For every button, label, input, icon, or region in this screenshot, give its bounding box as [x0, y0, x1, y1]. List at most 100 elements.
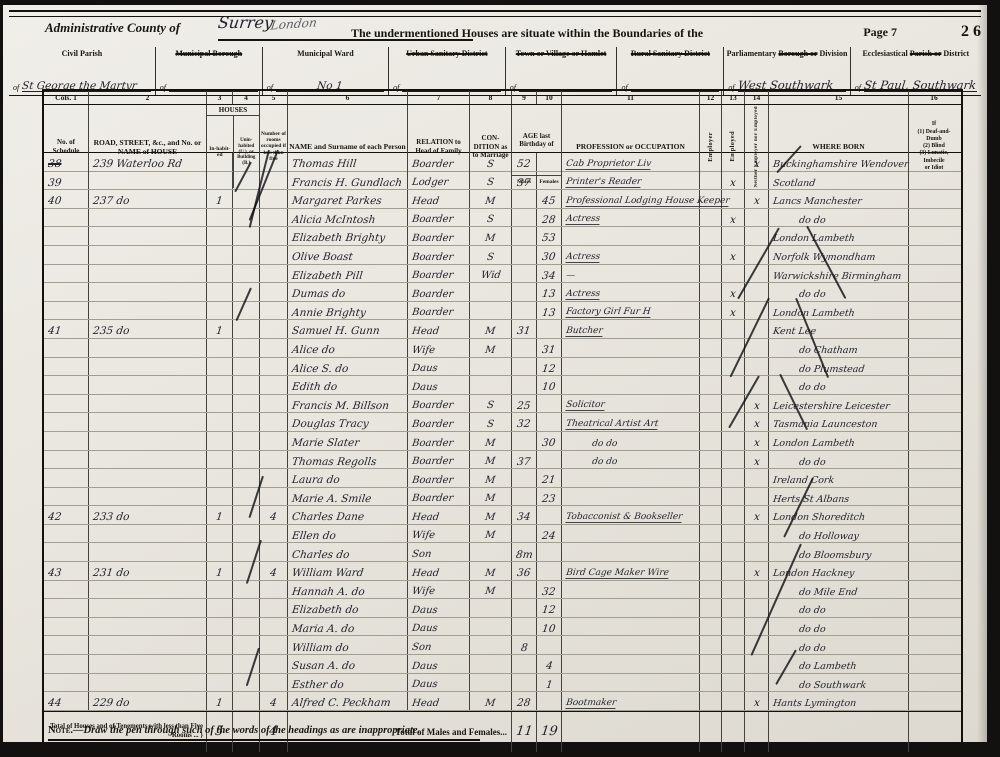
table-row: Thomas Regolls Boarder M 37 do do x do d… — [44, 450, 961, 470]
cell-inhabited — [207, 171, 233, 190]
cell-condition: S — [470, 413, 512, 431]
cell-inhabited — [207, 655, 233, 673]
cell-employer — [700, 487, 722, 506]
cell-occupation — [562, 599, 700, 617]
cell-name: Charles do — [288, 543, 408, 562]
cell-condition: Wid — [470, 264, 512, 283]
cell-employed — [722, 599, 745, 617]
cell-condition: M — [470, 506, 512, 524]
cell-infirmity — [909, 692, 959, 710]
cell-age-male — [512, 580, 537, 599]
cell-uninhabited — [233, 357, 260, 376]
cell-condition: M — [470, 692, 512, 710]
cell-born: London Lambeth — [769, 227, 909, 245]
cell-rooms: 4 — [260, 692, 288, 710]
cell-age-female — [537, 171, 562, 190]
cell-uninhabited — [233, 506, 260, 524]
cell-schedule — [44, 450, 89, 469]
cell-born: do do — [769, 208, 909, 227]
cell-employed — [722, 338, 745, 357]
cell-condition: M — [470, 562, 512, 580]
cell-condition — [470, 636, 512, 655]
box-urban-sanitary: Urban Sanitary District of — [388, 47, 505, 95]
header-females: Females — [539, 179, 559, 186]
cell-employed — [722, 580, 745, 599]
header-neither: Neither Employer nor Employed — [745, 105, 769, 189]
top-rule — [9, 10, 981, 17]
header-occupation: PROFESSION or OCCUPATION — [562, 105, 700, 189]
cell-occupation: — — [562, 264, 700, 283]
cell-schedule — [44, 357, 89, 376]
cell-uninhabited — [233, 245, 260, 264]
table-row: Ellen do Wife M 24 do Holloway — [44, 524, 961, 544]
cell-road — [89, 301, 207, 320]
folio-number: 26 — [961, 23, 985, 40]
cell-name: Annie Brighty — [288, 301, 408, 320]
cell-uninhabited — [233, 208, 260, 227]
cell-employed — [722, 413, 745, 431]
cell-age-female: 10 — [537, 376, 562, 394]
cell-road — [89, 469, 207, 487]
cell-condition — [470, 357, 512, 376]
cell-road — [89, 413, 207, 431]
cell-relation: Head — [408, 506, 470, 524]
cell-inhabited — [207, 357, 233, 376]
cell-employer — [700, 543, 722, 562]
box-ecclesiastical: Ecclesiastical Parish or District of St … — [849, 47, 981, 95]
cell-rooms — [260, 190, 288, 208]
cell-infirmity — [909, 320, 959, 338]
cell-relation: Lodger — [408, 171, 470, 190]
cell-relation: Boarder — [408, 394, 470, 413]
cell-schedule: 41 — [44, 320, 89, 338]
cell-relation: Boarder — [408, 413, 470, 431]
cell-age-female: 21 — [537, 469, 562, 487]
cell-rooms — [260, 487, 288, 506]
cell-age-male: 34 — [512, 506, 537, 524]
cell-name: Thomas Regolls — [288, 450, 408, 469]
cell-rooms — [260, 413, 288, 431]
cell-occupation — [562, 673, 700, 692]
cell-rooms — [260, 524, 288, 543]
cell-occupation — [562, 469, 700, 487]
cell-infirmity — [909, 506, 959, 524]
box-municipal-ward: Municipal Ward of No 1 — [261, 47, 388, 95]
cell-neither — [745, 469, 769, 487]
header-infirm: If (1) Deaf-and-Dumb (2) Blind (3) Lunat… — [917, 121, 951, 171]
cell-infirmity — [909, 655, 959, 673]
cell-name: Olive Boast — [288, 245, 408, 264]
cell-infirmity — [909, 190, 959, 208]
cell-employed: x — [722, 171, 745, 190]
cell-rooms — [260, 599, 288, 617]
cell-condition: S — [470, 208, 512, 227]
totals-females-value: 19 — [537, 711, 562, 752]
cell-schedule — [44, 301, 89, 320]
cell-employed — [722, 543, 745, 562]
cell-road — [89, 431, 207, 450]
cell-age-male — [512, 673, 537, 692]
cell-road — [89, 655, 207, 673]
cell-name: Alice do — [288, 338, 408, 357]
cell-age-male — [512, 338, 537, 357]
cell-inhabited — [207, 450, 233, 469]
cell-condition — [470, 655, 512, 673]
footer-note: Note.—Draw the pen through such of the w… — [48, 725, 481, 741]
totals-row: Total of Houses and of Tenements with le… — [44, 710, 961, 752]
cell-age-female: 13 — [537, 283, 562, 301]
cell-age-male — [512, 264, 537, 283]
cell-uninhabited — [233, 692, 260, 710]
cell-condition — [470, 301, 512, 320]
cell-born: Norfolk Wymondham — [769, 245, 909, 264]
cell-relation: Boarder — [408, 283, 470, 301]
cell-name: Dumas do — [288, 283, 408, 301]
cell-employer — [700, 338, 722, 357]
cell-employed: x — [722, 245, 745, 264]
cell-employer — [700, 283, 722, 301]
cell-condition: S — [470, 171, 512, 190]
cell-schedule — [44, 543, 89, 562]
cell-uninhabited — [233, 543, 260, 562]
table-row: Susan A. do Daus 4 do Lambeth — [44, 655, 961, 674]
cell-infirmity — [909, 376, 959, 394]
cell-neither — [745, 580, 769, 599]
table-row: 43 231 do 1 4 William Ward Head M 36 Bir… — [44, 562, 961, 581]
cell-road — [89, 357, 207, 376]
